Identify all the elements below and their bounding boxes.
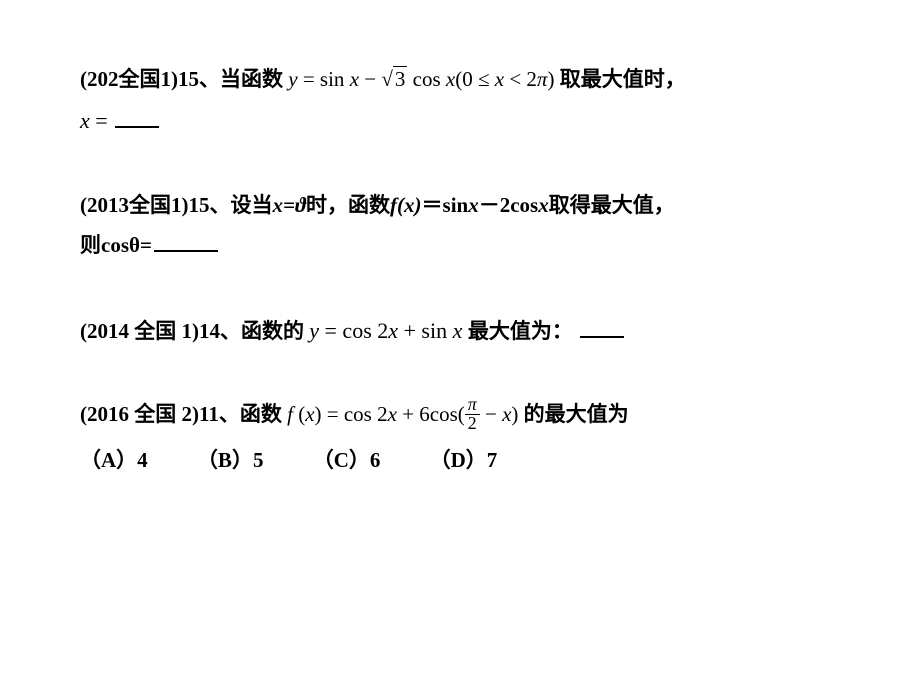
p2-func: f(x) (390, 193, 421, 217)
p2-lead: 设当 (231, 193, 273, 217)
problem-3: (2014 全国 1)14、函数的 y = cos 2x + sin x 最大值… (80, 310, 850, 352)
p2-blank[interactable] (154, 228, 218, 252)
p4-option-d[interactable]: （D）7 (430, 441, 498, 481)
p3-tag-source: 全国 (134, 319, 176, 343)
p4-option-b[interactable]: （B）5 (197, 441, 264, 481)
problem-2: (2013全国1)15、设当x=ϑ时，函数f(x)＝sinx－2cosx取得最大… (80, 186, 850, 266)
p2-func2: ＝sin (422, 193, 469, 217)
p1-line2: x = (80, 108, 108, 133)
p3-blank[interactable] (580, 314, 624, 338)
p2-line2-tex: cosθ= (101, 233, 152, 257)
p2-tag-paper: 1)15、 (171, 193, 231, 217)
p4-tag-paper: 2)11、 (176, 402, 240, 426)
p1-blank[interactable] (115, 104, 159, 128)
p2-mid2: 取得最大值， (549, 193, 675, 217)
p1-tag-paper: 1)15、 (161, 67, 221, 91)
p2-tag-prefix: (2013 (80, 193, 129, 217)
p3-lead: 函数的 (241, 319, 304, 343)
p1-tail: 取最大值时， (560, 67, 686, 91)
p1-formula: y = sin x − 3 cos x(0 ≤ x < 2π) (288, 67, 559, 91)
problem-4: (2016 全国 2)11、函数 f (x) = cos 2x + 6cos(π… (80, 395, 850, 481)
p4-formula: f (x) = cos 2x + 6cos(π2 − x) (287, 402, 524, 426)
p1-tag-source: 全国 (119, 67, 161, 91)
p4-tag-prefix: (2016 (80, 402, 134, 426)
exam-page: (202全国1)15、当函数 y = sin x − 3 cos x(0 ≤ x… (0, 0, 920, 690)
problem-1: (202全国1)15、当函数 y = sin x − 3 cos x(0 ≤ x… (80, 60, 850, 142)
p4-option-c[interactable]: （C）6 (313, 441, 381, 481)
p4-option-a[interactable]: （A）4 (80, 441, 148, 481)
p4-tag-source: 全国 (134, 402, 176, 426)
p3-tag-prefix: (2014 (80, 319, 134, 343)
p2-tag-source: 全国 (129, 193, 171, 217)
p2-var: x=ϑ (273, 193, 307, 217)
p2-mid1: 时，函数 (306, 193, 390, 217)
p2-line2-cn: 则 (80, 233, 101, 257)
p1-lead: 当函数 (220, 67, 283, 91)
p3-formula: y = cos 2x + sin x (309, 318, 468, 343)
p3-tag-paper: 1)14、 (176, 319, 241, 343)
p4-lead: 函数 (240, 402, 282, 426)
p4-options: （A）4 （B）5 （C）6 （D）7 (80, 441, 850, 481)
p4-tail: 的最大值为 (524, 402, 629, 426)
p3-tail: 最大值为： (468, 319, 573, 343)
p1-tag-prefix: (202 (80, 67, 119, 91)
